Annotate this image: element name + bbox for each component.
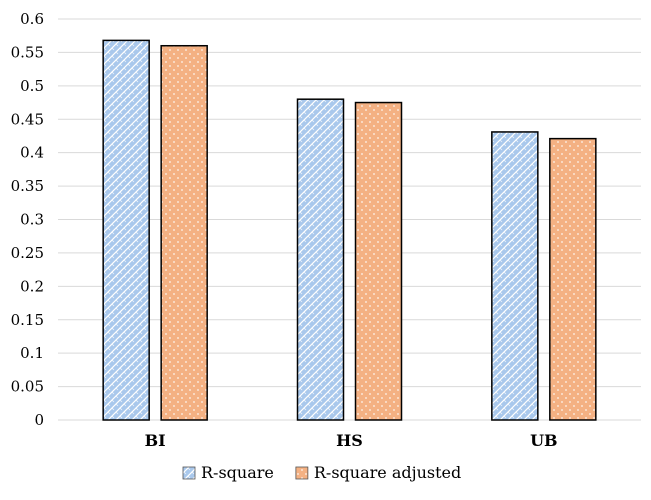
y-tick-label: 0.1	[20, 344, 44, 362]
bar-ub-series-1	[549, 137, 597, 421]
y-tick-label: 0.35	[11, 177, 44, 195]
bar-ub-series-0	[491, 131, 539, 421]
bar-hs-series-0	[296, 98, 345, 421]
y-tick-label: 0.3	[20, 211, 44, 229]
y-tick-label: 0.6	[20, 10, 44, 28]
x-axis-ticks: BI HS UB	[145, 431, 558, 450]
y-tick-label: 0.15	[11, 311, 44, 329]
bars	[102, 39, 597, 421]
y-tick-label: 0.55	[11, 43, 44, 61]
gridlines	[58, 18, 641, 421]
x-tick-label: BI	[145, 431, 166, 450]
y-tick-label: 0.45	[11, 110, 44, 128]
bar-bi-series-0	[102, 39, 150, 421]
y-axis-ticks: 0 0.05 0.1 0.15 0.2 0.25 0.3 0.35 0.4 0.45 0.5 0.55…	[11, 10, 44, 429]
y-tick-label: 0	[34, 411, 44, 429]
y-tick-label: 0.2	[20, 277, 44, 295]
bar-hs-series-1	[354, 101, 403, 421]
y-tick-label: 0.05	[11, 378, 44, 396]
legend-label: R-square	[201, 463, 274, 482]
y-tick-label: 0.5	[20, 77, 44, 95]
legend-swatch	[182, 466, 196, 480]
y-tick-label: 0.25	[11, 244, 44, 262]
legend-label: R-square adjusted	[314, 463, 461, 482]
legend: R-square R-square adjusted	[182, 463, 461, 482]
x-tick-label: UB	[530, 431, 557, 450]
x-tick-label: HS	[336, 431, 363, 450]
legend-swatch	[295, 466, 309, 480]
y-tick-label: 0.4	[20, 144, 44, 162]
bar-bi-series-1	[160, 44, 208, 421]
